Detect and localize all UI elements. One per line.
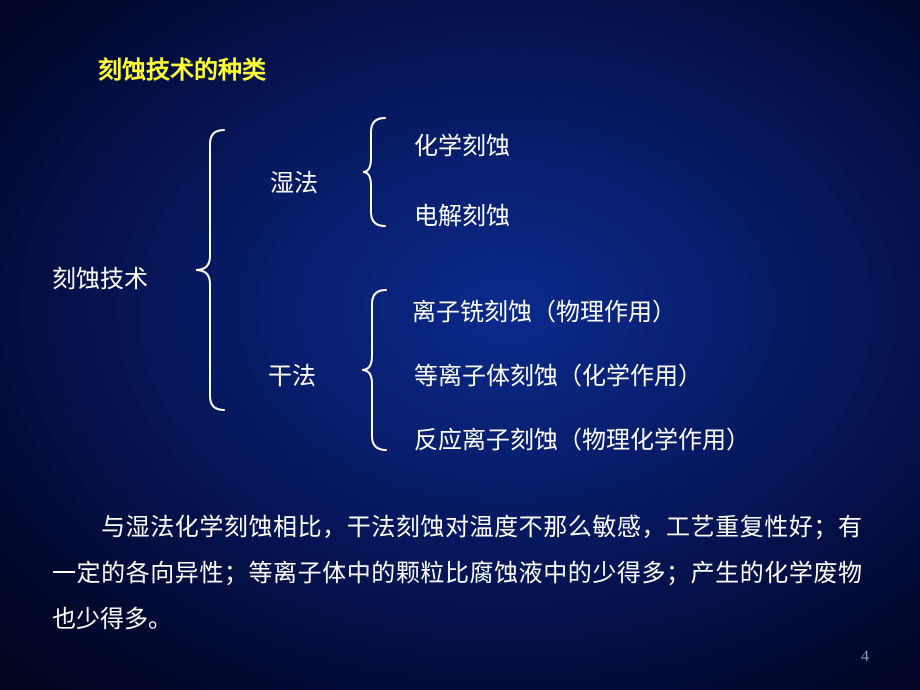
slide-title: 刻蚀技术的种类 bbox=[98, 50, 266, 85]
branch-label-0: 湿法 bbox=[270, 163, 318, 198]
leaf-1-2: 反应离子刻蚀（物理化学作用） bbox=[414, 420, 750, 455]
leaf-0-1: 电解刻蚀 bbox=[414, 196, 510, 231]
body-paragraph: 与湿法化学刻蚀相比，干法刻蚀对温度不那么敏感，工艺重复性好；有一定的各向异性；等… bbox=[52, 505, 862, 643]
leaf-1-0: 离子铣刻蚀（物理作用） bbox=[412, 292, 676, 327]
tree-root: 刻蚀技术 bbox=[52, 259, 148, 294]
brace-branch-0 bbox=[363, 118, 385, 226]
page-number: 4 bbox=[861, 648, 869, 666]
branch-label-1: 干法 bbox=[268, 356, 316, 391]
leaf-0-0: 化学刻蚀 bbox=[414, 126, 510, 161]
brace-root bbox=[196, 130, 224, 410]
leaf-1-1: 等离子体刻蚀（化学作用） bbox=[414, 356, 702, 391]
slide: 刻蚀技术的种类 刻蚀技术 湿法 化学刻蚀 电解刻蚀 干法 离子铣刻蚀（物理作用）… bbox=[0, 0, 920, 690]
brace-branch-1 bbox=[362, 290, 386, 450]
